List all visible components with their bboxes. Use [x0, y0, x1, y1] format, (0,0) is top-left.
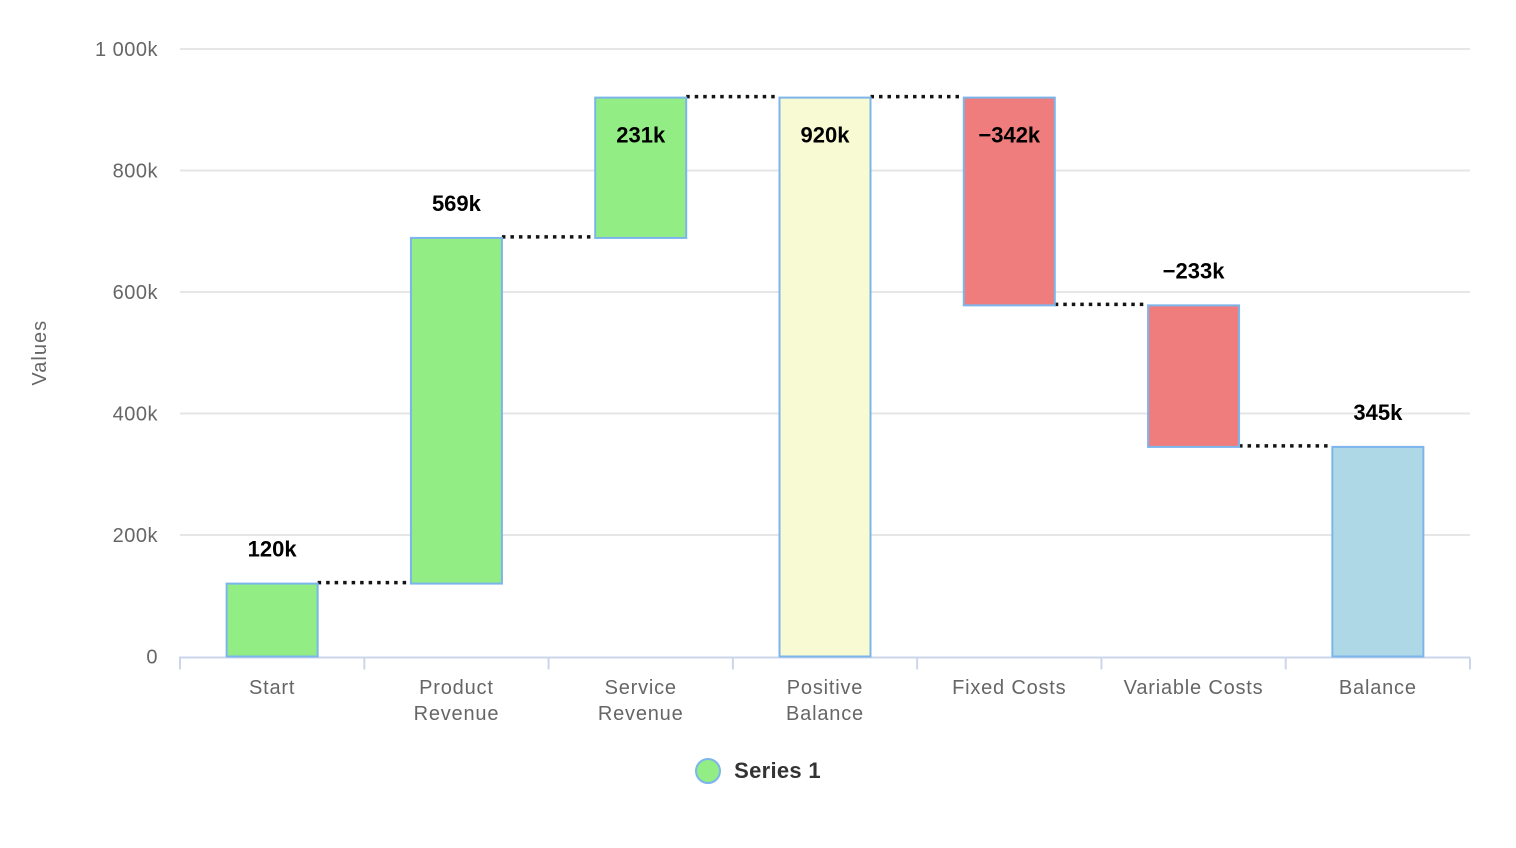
y-axis-tick-label: 0	[146, 647, 158, 669]
y-axis-tick-label: 200k	[113, 525, 159, 547]
x-axis-category-label[interactable]: Product	[419, 677, 494, 699]
x-axis-category-label[interactable]: Revenue	[414, 703, 500, 725]
x-axis-category-label[interactable]: Balance	[786, 703, 864, 725]
data-label-positive-balance: 920k	[801, 123, 851, 148]
legend: Series 1	[0, 758, 1516, 784]
x-axis-category-label[interactable]: Start	[249, 677, 295, 699]
x-axis-category-label[interactable]: Positive	[787, 677, 863, 699]
x-axis-category-label[interactable]: Fixed Costs	[952, 677, 1066, 699]
bar-service-revenue[interactable]	[594, 96, 688, 239]
y-axis-tick-label: 800k	[113, 161, 159, 183]
data-label-product-revenue: 569k	[432, 191, 482, 216]
y-axis-tick-label: 1 000k	[95, 39, 159, 61]
bar-positive-balance[interactable]	[778, 96, 872, 658]
y-axis-title: Values	[29, 320, 51, 386]
data-label-variable-costs: −233k	[1163, 258, 1226, 283]
x-axis-category-label[interactable]: Balance	[1339, 677, 1417, 699]
x-axis-category-label[interactable]: Variable Costs	[1124, 677, 1264, 699]
y-axis-tick-label: 400k	[113, 404, 159, 426]
legend-item-series-1[interactable]: Series 1	[695, 758, 821, 784]
x-axis-category-label[interactable]: Revenue	[598, 703, 684, 725]
series-marker-icon	[695, 758, 722, 784]
bar-product-revenue[interactable]	[409, 236, 503, 585]
data-label-balance: 345k	[1353, 400, 1403, 425]
data-label-fixed-costs: −342k	[978, 123, 1041, 148]
bar-variable-costs[interactable]	[1147, 304, 1241, 448]
x-axis-category-label[interactable]: Service	[605, 677, 677, 699]
bar-start[interactable]	[225, 582, 319, 658]
data-label-start: 120k	[248, 537, 298, 562]
data-label-service-revenue: 231k	[616, 123, 666, 148]
bar-fixed-costs[interactable]	[962, 96, 1056, 307]
legend-label: Series 1	[734, 758, 821, 783]
bar-balance[interactable]	[1331, 445, 1425, 658]
y-axis-tick-label: 600k	[113, 282, 159, 304]
